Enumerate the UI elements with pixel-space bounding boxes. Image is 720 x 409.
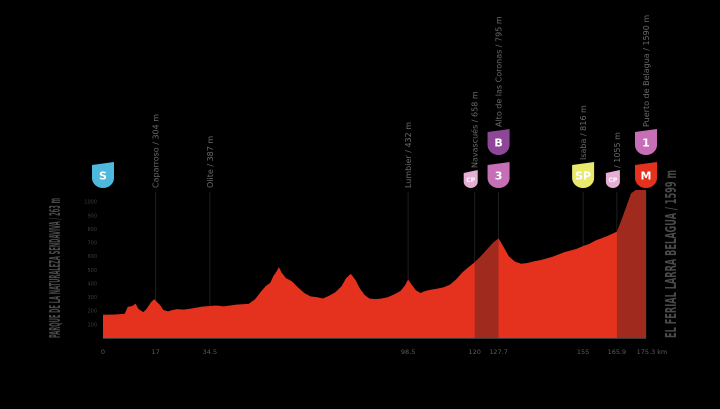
badge-text: S (99, 170, 107, 183)
start-place-label: PARQUE DE LA NATURALEZA SENDAVIVA / 263 … (46, 198, 64, 338)
checker-cell (638, 160, 643, 162)
badge-shape (605, 170, 620, 188)
annotation-label: / 1055 m (613, 132, 622, 168)
badge-text: M (641, 170, 652, 183)
badge-shape (635, 129, 657, 155)
y-tick-label: 800 (87, 227, 97, 233)
annotation-label: Caparroso / 304 m (152, 114, 161, 188)
x-tick-label: 120 (468, 348, 480, 356)
badge-text: 1 (642, 137, 650, 150)
y-tick-label: 300 (87, 295, 97, 301)
annotation-label: Alto de las Coronas / 795 m (495, 16, 504, 127)
checker-cell (646, 160, 650, 162)
badge-b: B (487, 127, 510, 155)
badge-cap-line (91, 160, 115, 164)
checker-cell (653, 160, 657, 162)
badge-text: 3 (495, 170, 503, 183)
badges: S CP 3 B SP CP M 1 (91, 127, 658, 189)
y-tick-label: 500 (87, 268, 97, 274)
x-tick-label: 0 (101, 348, 105, 356)
badge-text: CP (608, 177, 617, 184)
annotation-label: Puerto de Belagua / 1590 m (642, 15, 651, 127)
annotation-label: Isaba / 816 m (579, 105, 588, 160)
badge-text: B (494, 137, 502, 150)
badge-shape (635, 162, 657, 189)
badge-cap-line (605, 168, 620, 172)
badge-s: S (91, 160, 115, 189)
badge-shape (487, 162, 510, 189)
y-tick-label: 900 (87, 213, 97, 219)
badge-cp: CP (463, 168, 478, 188)
x-tick-label: 175.3 km (637, 348, 668, 356)
checker-cell (635, 159, 639, 161)
y-axis-labels: 100 200 300 400 500 600 700 800 900 1000 (84, 200, 97, 329)
x-tick-label: 155 (577, 348, 589, 356)
badge-text: SP (575, 170, 591, 183)
y-tick-label: 400 (87, 281, 97, 287)
badge-1: 1 (634, 127, 658, 155)
checker-cell (642, 159, 646, 161)
badge-sp: SP (572, 160, 595, 189)
badge-shape (487, 129, 510, 155)
x-axis-tick-labels: 0 17 34.5 98.5 120 127.7 155 165.9 175.3 km (101, 348, 667, 356)
badge-m: M (635, 159, 657, 189)
badge-3: 3 (487, 160, 510, 189)
annotation-label: Olite / 387 m (206, 136, 215, 188)
y-tick-label: 200 (87, 309, 97, 315)
elevation-profile-area (103, 190, 646, 338)
x-tick-label: 127.7 (489, 348, 508, 356)
y-tick-label: 600 (87, 254, 97, 260)
x-tick-label: 34.5 (203, 348, 217, 356)
annotation-label: Lumbier / 432 m (404, 122, 413, 188)
badge-shape (92, 162, 114, 189)
badge-cp: CP (605, 168, 620, 188)
annotation-labels: Caparroso / 304 m Olite / 387 m Lumbier / … (152, 15, 651, 188)
badge-cap-line (572, 160, 595, 164)
badge-cap-line (487, 160, 510, 164)
x-tick-label: 98.5 (401, 348, 415, 356)
y-tick-label: 700 (87, 241, 97, 247)
badge-cap-line (634, 127, 658, 131)
climb-segment (616, 190, 646, 338)
y-tick-label: 1000 (84, 200, 97, 206)
badge-cap-line (463, 168, 478, 172)
finish-place-label: EL FERIAL LARRA BELAGUA / 1599 m (662, 170, 680, 338)
checker-cell (649, 159, 654, 161)
climb-segment (474, 238, 499, 338)
y-tick-label: 100 (87, 322, 97, 328)
annotation-label: Navascués / 658 m (470, 91, 480, 168)
badge-cap-line (487, 127, 510, 131)
badge-shape (572, 162, 595, 189)
badge-text: CP (466, 177, 475, 184)
x-tick-label: 165.9 (608, 348, 627, 356)
x-tick-label: 17 (152, 348, 160, 356)
climb-segments (474, 190, 646, 338)
badge-shape (463, 170, 478, 188)
